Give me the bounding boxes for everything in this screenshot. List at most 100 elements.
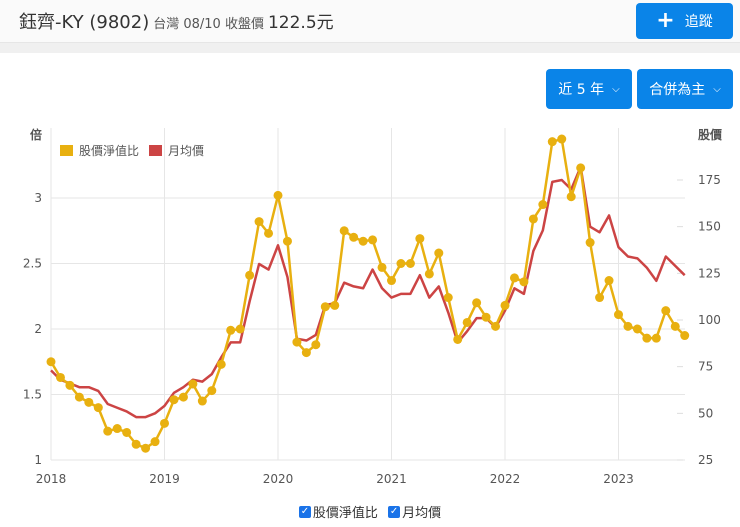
toggle-monthly-price[interactable]: ✓ 月均價 bbox=[388, 505, 442, 521]
chevron-down-icon: ⌵ bbox=[612, 83, 620, 95]
stock-title: 鈺齊-KY (9802) 台灣 08/10 收盤價 122.5元 bbox=[19, 8, 334, 34]
chevron-down-icon: ⌵ bbox=[713, 83, 721, 95]
pb-ratio-point bbox=[680, 331, 690, 341]
pb-ratio-point bbox=[491, 321, 501, 331]
x-tick: 2019 bbox=[149, 472, 180, 486]
pb-ratio-point bbox=[481, 312, 491, 322]
pb-ratio-point bbox=[103, 426, 113, 436]
pb-ratio-point bbox=[377, 262, 387, 272]
legend-label: 股價淨值比 bbox=[79, 143, 139, 158]
pb-ratio-point bbox=[178, 392, 188, 402]
pb-ratio-point bbox=[396, 259, 406, 268]
y-tick-right: 100 bbox=[698, 313, 721, 327]
series-toggle-legend: ✓ 股價淨值比 ✓ 月均價 bbox=[0, 502, 740, 521]
pb-ratio-point bbox=[169, 395, 179, 405]
y-tick-right: 175 bbox=[698, 173, 721, 187]
y-tick-left: 2.5 bbox=[23, 257, 42, 271]
pb-ratio-point bbox=[188, 379, 198, 389]
y-tick-right: 50 bbox=[698, 406, 713, 420]
y-tick-right: 150 bbox=[698, 220, 721, 234]
pb-ratio-point bbox=[661, 306, 671, 316]
y-tick-right: 125 bbox=[698, 266, 721, 280]
pb-ratio-point bbox=[74, 392, 84, 402]
stock-name: 鈺齊-KY (9802) bbox=[19, 12, 150, 33]
pb-ratio-point bbox=[55, 372, 65, 382]
track-button[interactable]: + 追蹤 bbox=[636, 3, 733, 39]
y-tick-right: 75 bbox=[698, 360, 713, 374]
pb-ratio-point bbox=[651, 333, 661, 343]
pb-ratio-point bbox=[93, 403, 103, 413]
pb-ratio-point bbox=[339, 226, 349, 236]
pb-ratio-point bbox=[453, 334, 463, 344]
x-tick: 2022 bbox=[490, 472, 521, 486]
page-header: 鈺齊-KY (9802) 台灣 08/10 收盤價 122.5元 + 追蹤 bbox=[0, 0, 740, 43]
x-tick: 2020 bbox=[263, 472, 294, 486]
pb-ratio-point bbox=[84, 397, 94, 407]
pb-ratio-point bbox=[585, 238, 595, 248]
pb-ratio-point bbox=[273, 190, 283, 200]
market-date: 台灣 08/10 收盤價 bbox=[153, 17, 264, 32]
section-divider bbox=[0, 43, 740, 53]
legend-swatch bbox=[149, 145, 162, 156]
y-axis-left-title: 倍 bbox=[30, 127, 42, 142]
close-price: 122.5元 bbox=[267, 13, 334, 33]
pb-ratio-point bbox=[368, 235, 378, 245]
pb-ratio-point bbox=[472, 298, 482, 308]
x-tick: 2018 bbox=[36, 472, 67, 486]
pb-ratio-line bbox=[49, 137, 686, 450]
pb-ratio-point bbox=[112, 424, 122, 434]
pb-ratio-point bbox=[282, 236, 292, 246]
pb-ratio-point bbox=[349, 232, 359, 242]
y-tick-left: 3 bbox=[34, 191, 42, 205]
plus-icon: + bbox=[656, 8, 675, 33]
pb-ratio-point bbox=[65, 380, 75, 390]
pb-ratio-point bbox=[509, 273, 519, 283]
pb-ratio-point bbox=[566, 192, 576, 202]
pb-ratio-point bbox=[207, 386, 217, 396]
track-button-label: 追蹤 bbox=[684, 14, 713, 30]
x-tick: 2021 bbox=[376, 472, 407, 486]
pb-ratio-point bbox=[160, 418, 169, 428]
pb-ratio-point bbox=[216, 359, 226, 369]
y-tick-left: 1 bbox=[34, 453, 42, 467]
period-select[interactable]: 近 5 年 ⌵ bbox=[546, 69, 632, 109]
pb-ratio-chart: 1 1.5 2 2.5 3 25 50 75 100 125 150 175 2018 2019 2020 2… bbox=[23, 127, 723, 486]
pb-ratio-point bbox=[538, 200, 548, 210]
checkbox-checked-icon: ✓ bbox=[388, 505, 401, 518]
pb-ratio-point bbox=[264, 228, 274, 238]
pb-ratio-point bbox=[387, 276, 396, 286]
checkbox-checked-icon: ✓ bbox=[298, 505, 311, 518]
pb-ratio-point bbox=[330, 300, 340, 310]
pb-ratio-point bbox=[245, 270, 255, 280]
period-select-label: 近 5 年 bbox=[558, 82, 605, 98]
pb-ratio-point bbox=[595, 293, 605, 303]
pb-ratio-point bbox=[150, 437, 160, 447]
report-type-select[interactable]: 合併為主 ⌵ bbox=[637, 69, 733, 109]
pb-ratio-point bbox=[358, 236, 368, 246]
y-tick-left: 1.5 bbox=[23, 388, 42, 402]
pb-ratio-point bbox=[405, 259, 415, 268]
pb-ratio-point bbox=[226, 325, 236, 335]
pb-ratio-point bbox=[46, 357, 56, 367]
monthly-price-line bbox=[50, 165, 686, 419]
pb-ratio-point bbox=[197, 396, 207, 406]
toggle-pb-ratio[interactable]: ✓ 股價淨值比 bbox=[298, 505, 378, 521]
legend-swatch bbox=[60, 145, 73, 156]
pb-ratio-point bbox=[614, 310, 623, 320]
pb-ratio-point bbox=[415, 234, 425, 244]
pb-ratio-point bbox=[292, 337, 302, 347]
pb-ratio-point bbox=[424, 269, 434, 279]
pb-ratio-point bbox=[434, 248, 444, 258]
pb-ratio-point bbox=[122, 427, 132, 437]
pb-ratio-point bbox=[131, 439, 141, 449]
pb-ratio-point bbox=[443, 293, 453, 303]
pb-ratio-point bbox=[604, 276, 614, 286]
pb-ratio-point bbox=[254, 217, 264, 227]
y-tick-left: 2 bbox=[34, 322, 42, 336]
x-tick: 2023 bbox=[603, 472, 634, 486]
pb-ratio-point bbox=[141, 443, 151, 453]
pb-ratio-point bbox=[557, 134, 567, 144]
pb-ratio-point bbox=[519, 277, 529, 287]
legend-label: 月均價 bbox=[168, 144, 204, 158]
y-axis-right-title: 股價 bbox=[698, 127, 723, 142]
